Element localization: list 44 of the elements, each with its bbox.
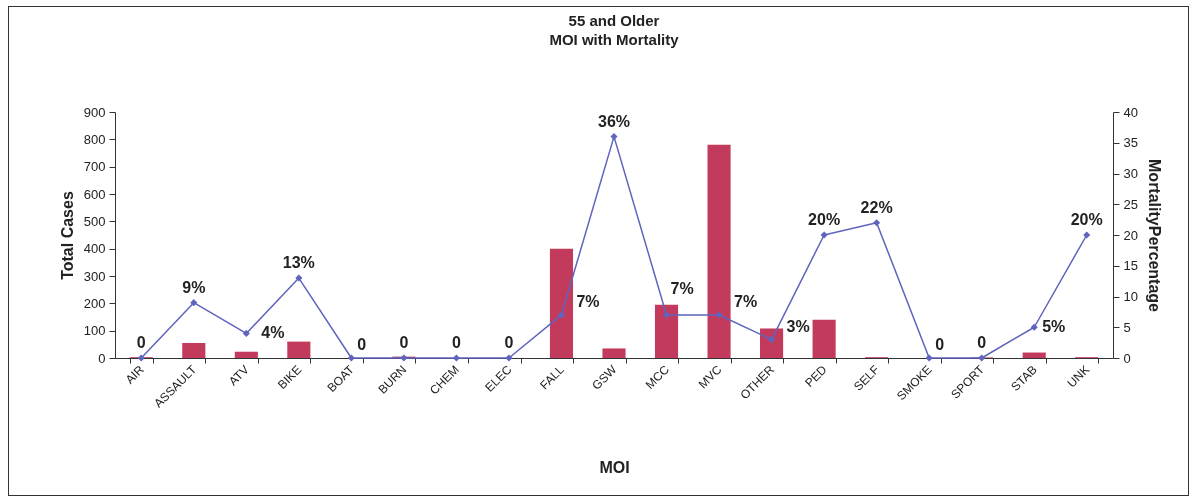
data-label: 0 (504, 334, 514, 351)
data-label: 0 (136, 334, 146, 351)
data-label: 7% (734, 292, 758, 310)
data-label: 3% (786, 317, 810, 335)
y2-tick-label: 15 (1123, 258, 1138, 274)
y-tick-label: 900 (83, 104, 106, 120)
y-tick-label: 600 (83, 186, 106, 202)
y-tick-label: 400 (83, 241, 106, 257)
data-label: 20% (1070, 211, 1103, 228)
data-label: 9% (182, 278, 206, 296)
y-tick-label: 700 (83, 159, 106, 175)
y-axis-title: Total Cases (58, 191, 76, 280)
data-label: 36% (597, 112, 631, 130)
y2-axis-title: MortalityPercentage (1145, 159, 1163, 313)
data-label: 20% (808, 211, 841, 228)
data-label: 5% (1042, 318, 1066, 336)
y2-tick-label: 35 (1123, 135, 1138, 151)
y2-tick-label: 20 (1123, 227, 1138, 243)
data-label: 0 (451, 334, 461, 351)
y2-tick-label: 5 (1123, 319, 1131, 335)
chart-subtitle: MOI with Mortality (549, 31, 680, 48)
data-label: 7% (670, 279, 694, 297)
y2-tick-label: 40 (1123, 104, 1138, 120)
y-tick-label: 200 (83, 295, 106, 311)
y2-tick-label: 25 (1123, 196, 1138, 212)
x-axis-title: MOI (599, 458, 630, 476)
data-label: 0 (399, 334, 409, 351)
data-label: 7% (576, 292, 600, 310)
y2-tick-label: 0 (1123, 350, 1131, 366)
data-label: 0 (977, 334, 987, 351)
y-tick-label: 0 (98, 350, 106, 366)
data-label: 13% (282, 254, 315, 272)
data-label: 0 (357, 336, 367, 353)
y-tick-label: 500 (83, 213, 106, 229)
x-tick-label: AIR (122, 362, 147, 387)
y-tick-label: 100 (83, 323, 106, 339)
y2-tick-label: 30 (1123, 166, 1138, 181)
y-tick-label: 800 (83, 131, 106, 147)
data-label: 4% (261, 324, 285, 342)
y2-tick-label: 10 (1123, 289, 1138, 304)
data-label: 22% (860, 198, 893, 216)
chart-title: 55 and Older (568, 12, 660, 29)
data-label: 0 (935, 336, 945, 353)
y-tick-label: 300 (83, 268, 106, 284)
